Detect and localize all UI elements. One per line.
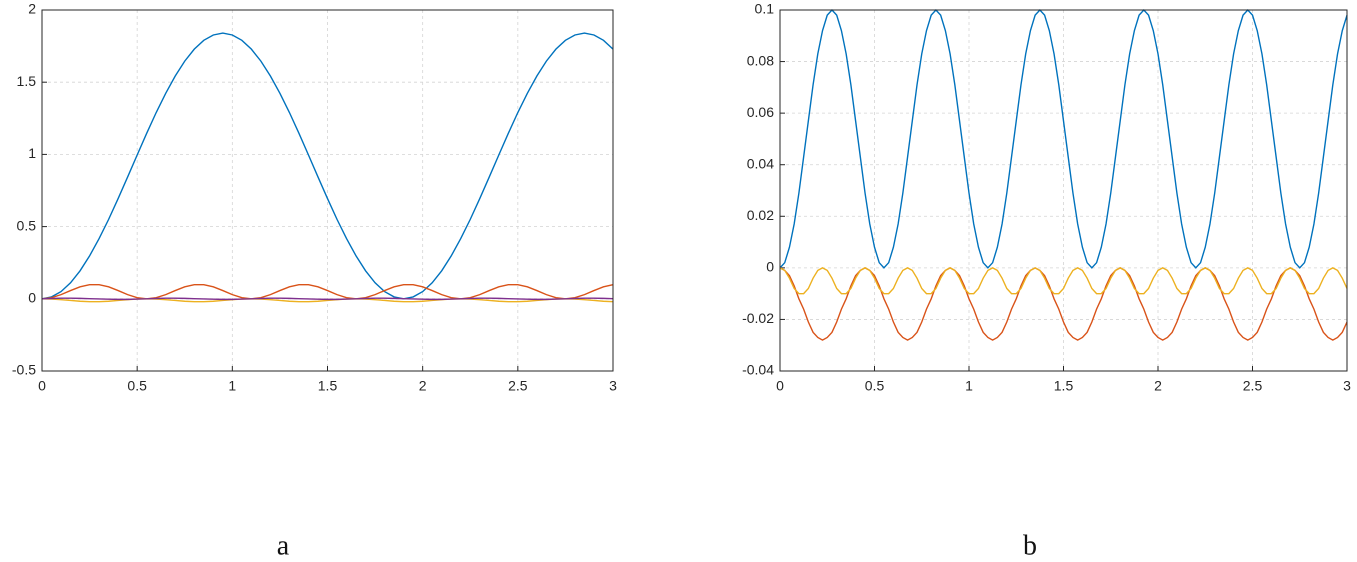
x-tick-label: 3 [609,378,617,394]
y-tick-label: 0.08 [747,52,774,68]
data-line [41,297,614,301]
x-tick-label: 1.5 [1054,378,1074,394]
data-line [779,267,1348,341]
x-tick-label: 2.5 [508,378,528,394]
y-tick-label: -0.04 [742,362,774,378]
x-tick-label: 0.5 [127,378,147,394]
data-line [41,283,614,300]
y-tick-label: 1.5 [17,73,37,89]
y-tick-label: 0.06 [747,104,774,120]
x-tick-label: 2.5 [1243,378,1263,394]
x-tick-label: 1 [228,378,236,394]
data-line [41,32,614,300]
subplot-caption: a [277,530,290,561]
axes: 0 0.5 1 1.5 2 2.5 3 -0.04 -0.02 0 0.02 0.04 0.06 0.08… [742,1,1351,562]
x-tick-label: 0.5 [865,378,885,394]
x-tick-label: 2 [1154,378,1162,394]
x-tick-label: 1 [965,378,973,394]
y-tick-label: 0 [766,259,774,275]
y-tick-label: -0.02 [742,310,774,326]
x-tick-label: 0 [776,378,784,394]
subplot-caption: b [1023,530,1037,561]
y-tick-label: -0.5 [12,362,36,378]
axes: 0 0.5 1 1.5 2 2.5 3-0.500.511.52a [12,1,617,562]
axes-frame [41,9,614,372]
y-tick-label: 0.5 [17,217,37,233]
x-tick-label: 3 [1343,378,1351,394]
y-tick-label: 0.04 [747,155,774,171]
data-line [779,267,1348,295]
axes-frame [779,9,1348,372]
data-line [779,8,1348,269]
x-tick-label: 0 [38,378,46,394]
y-tick-label: 0 [28,290,36,306]
y-tick-label: 0.1 [755,1,775,17]
x-tick-label: 2 [419,378,427,394]
y-tick-label: 1 [28,145,36,161]
x-tick-label: 1.5 [318,378,338,394]
y-tick-label: 2 [28,1,36,17]
y-tick-label: 0.02 [747,207,774,223]
